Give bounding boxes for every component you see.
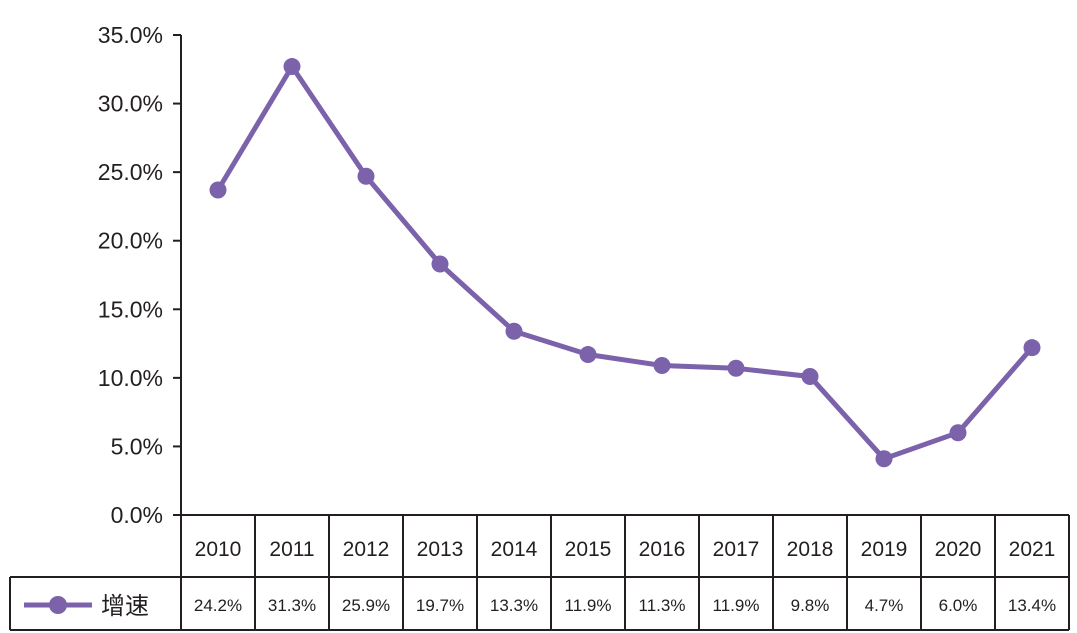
x-category-label: 2011	[269, 538, 314, 561]
y-tick-label: 10.0%	[98, 365, 163, 391]
x-category-label: 2012	[343, 538, 390, 561]
x-category-label: 2021	[1009, 538, 1056, 561]
x-category-label: 2013	[417, 538, 464, 561]
table-value-cell: 9.8%	[791, 596, 830, 615]
data-point	[357, 167, 375, 185]
y-tick-label: 30.0%	[98, 91, 163, 117]
table-value-cell: 31.3%	[268, 596, 316, 615]
x-category-label: 2019	[861, 538, 908, 561]
data-point	[653, 357, 671, 375]
y-tick-label: 0.0%	[111, 502, 163, 528]
data-point	[875, 450, 893, 468]
legend-marker-swatch	[49, 596, 67, 614]
y-tick-label: 15.0%	[98, 296, 163, 322]
data-point	[283, 58, 301, 76]
table-value-cell: 19.7%	[416, 596, 464, 615]
table-value-cell: 11.9%	[713, 596, 760, 615]
table-value-cell: 4.7%	[865, 596, 904, 615]
x-category-label: 2014	[491, 538, 538, 561]
table-value-cell: 24.2%	[194, 596, 242, 615]
x-category-label: 2010	[195, 538, 242, 561]
y-tick-label: 25.0%	[98, 159, 163, 185]
data-point	[505, 322, 523, 340]
y-tick-label: 20.0%	[98, 228, 163, 254]
table-value-cell: 6.0%	[939, 596, 978, 615]
table-value-cell: 13.3%	[490, 596, 538, 615]
x-category-label: 2016	[639, 538, 686, 561]
series-ground-speed	[209, 58, 1041, 468]
x-category-label: 2017	[713, 538, 760, 561]
data-point	[431, 255, 449, 273]
y-axis: 0.0% 5.0% 10.0% 15.0% 20.0% 25.0% 30.0% 35.0%	[98, 22, 182, 528]
data-point	[727, 359, 745, 377]
data-point	[209, 181, 227, 199]
x-category-label: 2018	[787, 538, 834, 561]
series-line	[215, 64, 1034, 462]
y-tick-label: 35.0%	[98, 22, 163, 48]
y-tick-label: 5.0%	[111, 433, 163, 459]
data-table: 2010 24.2% 2011 31.3% 2012 25.9% 2013 19.7% 2014…	[9, 514, 1070, 631]
legend-series-name: 增速	[101, 593, 149, 620]
x-category-label: 2015	[565, 538, 612, 561]
table-value-cell: 13.4%	[1008, 596, 1056, 615]
table-value-cell: 11.3%	[639, 596, 686, 615]
legend: 增速	[24, 593, 149, 620]
data-point	[801, 367, 819, 385]
data-point	[949, 424, 967, 442]
x-category-label: 2020	[935, 538, 982, 561]
table-value-cell: 25.9%	[342, 596, 390, 615]
table-value-cell: 11.9%	[565, 596, 612, 615]
data-point	[1023, 339, 1041, 357]
data-point	[579, 346, 597, 364]
